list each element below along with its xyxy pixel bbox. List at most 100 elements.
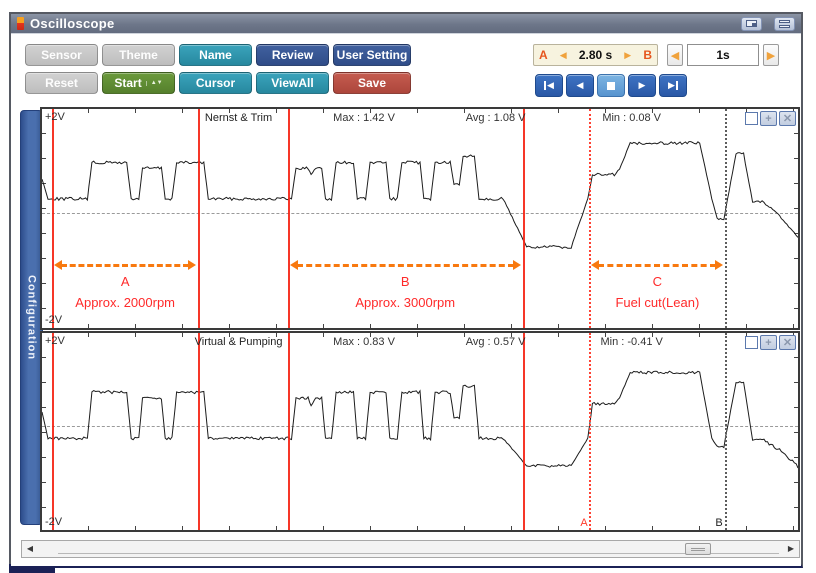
y-ticks-right: [794, 333, 798, 530]
waveform-panel-1[interactable]: +2V -2V Nernst & Trim Max : 1.42 V Avg : 1.0…: [40, 107, 800, 330]
window-split-button[interactable]: [741, 16, 762, 31]
x-ticks-bottom: [42, 526, 798, 530]
x-ticks-top: [42, 109, 798, 113]
start-spinner-icon[interactable]: ▲▼: [145, 80, 163, 86]
event-marker-line-3: [287, 109, 290, 328]
step-forward-button[interactable]: ▶: [628, 74, 656, 97]
scrollbar-thumb[interactable]: [685, 543, 711, 555]
max-value-label: Max : 0.83 V: [333, 336, 395, 348]
oscilloscope-window: Oscilloscope Sensor Theme Name Review Us…: [9, 12, 803, 573]
scroll-right-arrow-icon[interactable]: ▶: [787, 544, 795, 553]
stop-button[interactable]: [597, 74, 625, 97]
range-b-label: B: [643, 48, 652, 62]
ab-range-value: 2.80 s: [578, 48, 613, 62]
annotation-arrowhead-right: [188, 260, 197, 271]
event-marker-line-2: [198, 333, 201, 530]
annotation-arrowhead-left: [53, 260, 62, 271]
plot-close-button[interactable]: ✕: [779, 111, 796, 126]
window-title: Oscilloscope: [30, 16, 115, 31]
x-ticks-bottom: [42, 324, 798, 328]
max-value-label: Max : 1.42 V: [333, 112, 395, 124]
interval-decrease-button[interactable]: ◀: [667, 44, 683, 66]
annotation-arrowhead-left: [591, 260, 600, 271]
user-setting-button[interactable]: User Setting: [333, 44, 411, 66]
cursor-b-line[interactable]: [725, 333, 728, 530]
save-button[interactable]: Save: [333, 72, 411, 94]
x-ticks-top: [42, 333, 798, 337]
annotation-text-c: Fuel cut(Lean): [615, 295, 700, 311]
transport-controls: ◀ ◀ ▶ ▶: [535, 74, 687, 97]
event-marker-line-1: [51, 333, 54, 530]
y-min-label: -2V: [45, 314, 63, 326]
window-minimize-button[interactable]: [774, 16, 795, 31]
cursor-a-line[interactable]: [589, 109, 592, 328]
name-button[interactable]: Name: [179, 44, 252, 66]
sensor-button[interactable]: Sensor: [25, 44, 98, 66]
annotation-letter-a: A: [120, 274, 130, 290]
main-area: Configuration +2V -2V Nernst & Trim Max : 1…: [11, 107, 801, 566]
plot-visibility-checkbox[interactable]: [745, 112, 758, 125]
plot-close-button[interactable]: ✕: [779, 335, 796, 350]
theme-button[interactable]: Theme: [102, 44, 175, 66]
avg-value-label: Avg : 1.08 V: [465, 112, 526, 124]
minimize-icon: [779, 19, 790, 28]
viewall-button[interactable]: ViewAll: [256, 72, 329, 94]
zero-volt-gridline: [42, 213, 798, 215]
plot-corner-controls: + ✕: [745, 111, 796, 126]
skip-to-end-button[interactable]: ▶: [659, 74, 687, 97]
event-marker-line-1: [51, 109, 54, 328]
event-marker-line-3: [287, 333, 290, 530]
event-marker-line-4: [522, 109, 525, 328]
scroll-left-arrow-icon[interactable]: ◀: [26, 544, 34, 553]
reset-button[interactable]: Reset: [25, 72, 98, 94]
toolbar: Sensor Theme Name Review User Setting Re…: [11, 34, 801, 107]
y-ticks-right: [794, 109, 798, 328]
split-window-icon: [746, 20, 757, 27]
channel-name-label: Nernst & Trim: [204, 112, 273, 124]
start-button[interactable]: Start ▲▼: [102, 72, 175, 94]
annotation-arrow-c: [598, 264, 717, 268]
y-ticks-left: [42, 109, 46, 328]
configuration-tab-label: Configuration: [25, 274, 38, 361]
step-back-button[interactable]: ◀: [566, 74, 594, 97]
horizontal-scrollbar[interactable]: ◀ ▶: [21, 540, 800, 558]
waveform-panel-2[interactable]: +2V -2V Virtual & Pumping Max : 0.83 V Avg :…: [40, 331, 800, 532]
skip-to-start-button[interactable]: ◀: [535, 74, 563, 97]
annotation-arrowhead-right: [715, 260, 724, 271]
zero-volt-gridline: [42, 425, 798, 427]
app-icon: [17, 17, 24, 30]
cursor-b-tag: B: [715, 517, 723, 529]
cursor-a-line[interactable]: [589, 333, 592, 530]
annotation-text-a: Approx. 2000rpm: [75, 295, 176, 311]
y-ticks-left: [42, 333, 46, 530]
interval-increase-button[interactable]: ▶: [763, 44, 779, 66]
plot-visibility-checkbox[interactable]: [745, 336, 758, 349]
ab-range-box[interactable]: A ◀ 2.80 s ▶ B: [533, 44, 658, 66]
annotation-arrowhead-right: [512, 260, 521, 271]
waveform-trace-nernst-trim: [42, 141, 798, 250]
cursor-button[interactable]: Cursor: [179, 72, 252, 94]
annotation-arrow-b: [296, 264, 514, 268]
range-a-label: A: [539, 48, 548, 62]
interval-input[interactable]: [687, 44, 759, 66]
annotation-letter-c: C: [652, 274, 663, 290]
annotation-text-b: Approx. 3000rpm: [355, 295, 456, 311]
cursor-a-tag: A: [580, 517, 588, 529]
plot-zoom-in-button[interactable]: +: [760, 111, 777, 126]
review-button[interactable]: Review: [256, 44, 329, 66]
event-marker-line-2: [198, 109, 201, 328]
cursor-b-line[interactable]: [725, 109, 728, 328]
annotation-arrowhead-left: [289, 260, 298, 271]
min-value-label: Min : -0.41 V: [600, 336, 663, 348]
plot-corner-controls: + ✕: [745, 335, 796, 350]
scrollbar-groove: [58, 553, 779, 554]
y-max-label: +2V: [45, 111, 65, 123]
annotation-letter-b: B: [400, 274, 410, 290]
plot-zoom-in-button[interactable]: +: [760, 335, 777, 350]
waveform-trace-virtual-pumping: [42, 370, 798, 469]
annotation-arrow-a: [60, 264, 190, 268]
window-corner-edge: [9, 564, 55, 573]
title-bar: Oscilloscope: [11, 14, 801, 34]
range-a-arrow-icon: ◀: [559, 49, 567, 60]
range-b-arrow-icon: ▶: [624, 49, 632, 60]
